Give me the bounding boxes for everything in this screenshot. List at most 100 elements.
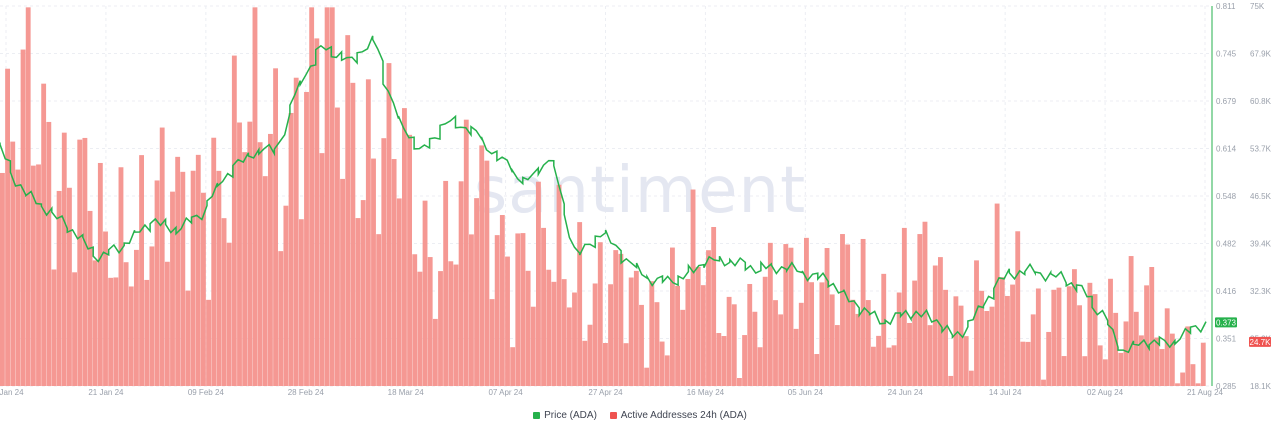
addresses-tick-label: 67.9K [1250,50,1272,59]
addresses-bar [1056,287,1062,386]
addresses-bar [474,198,479,386]
addresses-bar [829,294,835,386]
addresses-bar [773,300,778,386]
addresses-bar [1015,231,1021,386]
legend-item-addresses[interactable]: Active Addresses 24h (ADA) [609,410,747,421]
addresses-bar [922,221,928,386]
addresses-bar [340,178,345,386]
addresses-bar [185,290,191,386]
addresses-bar [664,355,670,386]
addresses-bar [546,269,552,386]
addresses-bar [1102,359,1108,386]
addresses-bar [391,159,397,386]
addresses-bar [1123,321,1129,386]
addresses-bar [711,227,717,386]
addresses-bar [304,91,309,387]
addresses-bar [917,234,923,386]
addresses-bar [881,273,887,386]
addresses-bar [1035,288,1041,386]
addresses-bar [845,244,851,386]
addresses-bar [381,138,387,386]
legend-price-label: Price (ADA) [544,410,597,421]
addresses-bar [1087,282,1093,386]
addresses-bar [597,242,603,386]
x-tick-label: 18 Mar 24 [388,388,425,397]
x-tick-label: 21 Aug 24 [1187,388,1224,397]
addresses-bar [329,7,335,387]
addresses-bar [536,181,541,386]
addresses-bar [371,158,376,386]
addresses-bar [206,299,211,386]
addresses-bar [520,233,526,386]
addresses-bar [953,296,959,386]
addresses-tick-label: 46.5K [1250,192,1272,201]
addresses-bar [840,234,845,386]
addresses-bar [402,108,407,387]
legend-item-price[interactable]: Price (ADA) [533,410,597,421]
addresses-bar [128,286,134,386]
current-value-labels: 0.373 24.7K [1215,317,1271,347]
addresses-bar [1097,345,1103,386]
addresses-bar [561,279,567,386]
addresses-bar [15,169,21,386]
addresses-tick-label: 32.3K [1250,287,1272,296]
addresses-bar [943,289,948,386]
addresses-bar [747,283,753,386]
addresses-bar [1154,337,1160,386]
addresses-bar [1005,295,1010,386]
addresses-bar [948,375,954,386]
x-tick-label: 02 Aug 24 [1087,388,1124,397]
addresses-bar [649,281,655,386]
addresses-bar [938,257,943,386]
addresses-bar [319,153,325,386]
addresses-bar [365,79,371,386]
addresses-bar [201,192,206,386]
addresses-bar [871,346,876,386]
price-current-label: 0.373 [1216,318,1237,327]
addresses-bar [1020,341,1026,386]
addresses-bar [1164,308,1170,386]
price-tick-label: 0.416 [1216,287,1237,296]
addresses-bar [566,307,572,386]
addresses-bar [443,180,449,386]
addresses-bar [623,343,629,386]
addresses-bar [46,121,52,386]
addresses-bar [190,170,196,386]
price-line [0,35,1207,354]
addresses-bar [103,231,108,386]
addresses-bar [237,122,242,386]
addresses-bar [298,219,304,386]
price-tick-label: 0.482 [1216,240,1237,249]
addresses-bar [608,284,613,386]
addresses-bar [1195,383,1201,386]
addresses-bar [654,302,660,386]
addresses-bar [51,269,57,386]
addresses-bar [262,176,268,386]
x-tick-label: 24 Jun 24 [888,388,924,397]
addresses-bar [804,237,809,386]
addresses-bar [453,264,459,386]
addresses-bar [417,271,423,386]
addresses-bar [690,189,696,386]
addresses-bar [314,38,320,387]
addresses-bar [680,309,686,386]
x-tick-label: 27 Apr 24 [588,388,623,397]
addresses-bar [716,333,722,386]
addresses-bar [432,318,438,386]
addresses-bar [293,77,299,386]
addresses-bar [1180,372,1186,386]
addresses-bar [1108,278,1113,386]
addresses-bar [252,7,258,387]
price-tick-label: 0.614 [1216,145,1237,154]
addresses-bar [541,227,546,386]
addresses-bar [613,250,619,386]
x-tick-label: 21 Jan 24 [88,388,124,397]
addresses-bar [1113,312,1119,386]
addresses-bar [0,172,5,386]
addresses-bar [412,254,418,386]
addresses-bar [268,133,273,386]
addresses-bar [1041,379,1046,386]
addresses-bar [309,7,315,387]
addresses-bar [700,285,706,386]
